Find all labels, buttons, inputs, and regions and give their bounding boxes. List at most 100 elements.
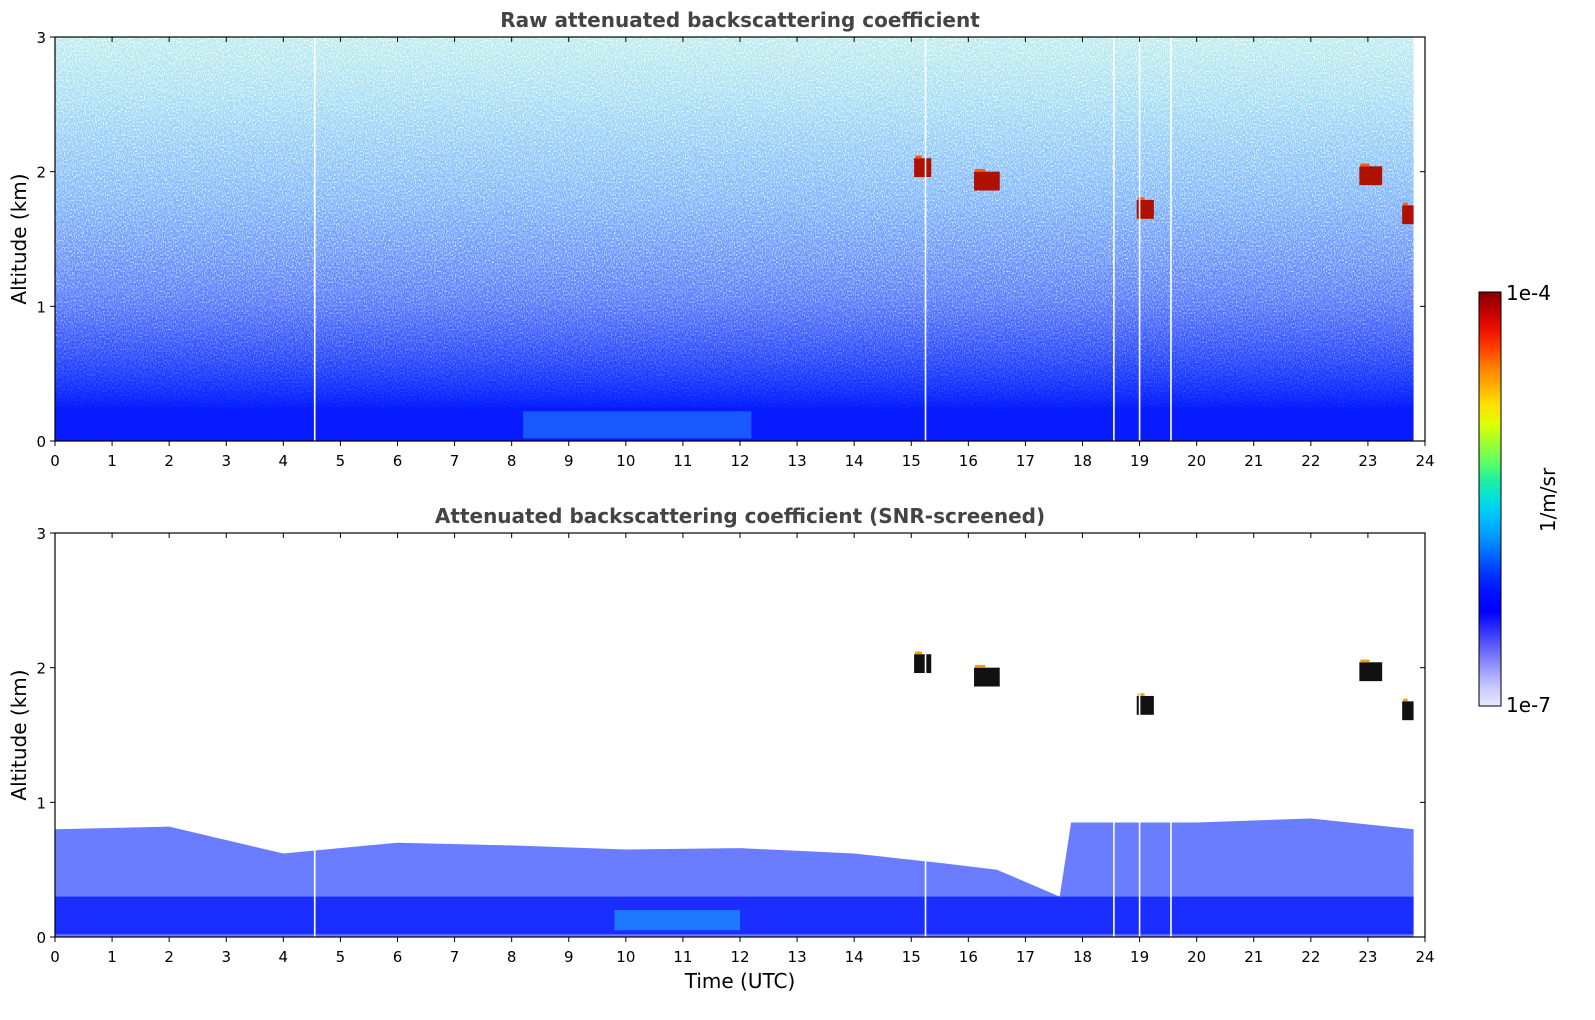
x-tick-label: 10 [616,948,635,966]
panel-screened-heatmap [55,533,1425,937]
y-tick-label: 0 [36,433,46,451]
x-tick-label: 12 [730,948,749,966]
x-tick-label: 10 [616,452,635,470]
cloud-edge [1403,698,1408,702]
x-tick-label: 3 [221,452,231,470]
x-tick-label: 0 [50,948,60,966]
x-tick-label: 18 [1073,452,1092,470]
panel-raw-noise [55,37,1415,441]
x-tick-label: 24 [1415,452,1434,470]
cloud-edge [1137,197,1145,200]
x-tick-label: 3 [221,948,231,966]
x-tick-label: 17 [1016,948,1035,966]
x-tick-label: 7 [450,452,460,470]
panel-screened-title: Attenuated backscattering coefficient (S… [435,504,1045,528]
x-tick-label: 7 [450,948,460,966]
no-data-region [1413,37,1425,441]
y-tick-label: 2 [36,164,46,182]
x-tick-label: 2 [164,948,174,966]
colorbar: 1e-4 1e-7 1/m/sr [1478,281,1560,717]
cloud-feature [1359,662,1383,682]
x-tick-label: 0 [50,452,60,470]
y-tick-label: 1 [36,298,46,316]
x-tick-label: 23 [1358,948,1377,966]
x-tick-label: 23 [1358,452,1377,470]
cloud-edge [1137,693,1145,696]
y-tick-label: 3 [36,525,46,543]
x-tick-label: 5 [336,948,346,966]
x-tick-label: 18 [1073,948,1092,966]
x-tick-label: 9 [564,948,574,966]
cloud-edge [975,664,986,668]
x-tick-label: 21 [1244,452,1263,470]
cloud-feature [1136,199,1154,219]
x-tick-label: 6 [393,948,403,966]
x-tick-label: 5 [336,452,346,470]
x-tick-label: 13 [788,452,807,470]
x-tick-label: 15 [902,452,921,470]
cloud-feature [1359,166,1383,186]
panel-raw-heatmap [55,37,1425,441]
aerosol-layer [523,411,752,439]
x-tick-label: 17 [1016,452,1035,470]
x-tick-label: 8 [507,452,517,470]
cloud-edge [915,651,922,655]
x-tick-label: 22 [1301,452,1320,470]
aerosol-layer [614,910,740,931]
panel-raw-y-axis: 0 1 2 3 [36,29,1425,451]
x-tick-label: 21 [1244,948,1263,966]
y-tick-label: 3 [36,29,46,47]
panel-screened: Attenuated backscattering coefficient (S… [7,504,1435,993]
colorbar-unit-label: 1/m/sr [1536,467,1560,532]
x-tick-label: 14 [845,948,864,966]
x-tick-label: 19 [1130,452,1149,470]
x-tick-label: 11 [673,948,692,966]
x-tick-label: 16 [959,948,978,966]
panel-raw-x-axis: 0 1 2 3 4 5 6 7 8 9 10 11 12 13 14 15 16 17 18 19 20 21 22 23 24 [50,37,1435,470]
x-tick-label: 2 [164,452,174,470]
panel-screened-y-axis-label: Altitude (km) [7,669,31,800]
cloud-feature [1402,701,1414,721]
x-tick-label: 4 [279,452,289,470]
panel-screened-y-axis: 0 1 2 3 [36,525,1425,947]
panel-screened-x-axis: 0 1 2 3 4 5 6 7 8 9 10 11 12 13 14 15 16 17 18 19 20 21 22 23 24 [50,533,1435,966]
colorbar-min-label: 1e-7 [1506,693,1551,717]
x-tick-label: 6 [393,452,403,470]
y-tick-label: 0 [36,929,46,947]
x-tick-label: 1 [107,948,117,966]
x-tick-label: 13 [788,948,807,966]
cloud-edge [1360,163,1370,167]
panel-screened-x-axis-label: Time (UTC) [684,969,796,993]
y-tick-label: 1 [36,794,46,812]
panel-raw-title: Raw attenuated backscattering coefficien… [500,8,980,32]
y-tick-label: 2 [36,660,46,678]
x-tick-label: 1 [107,452,117,470]
cloud-feature [914,654,932,674]
x-tick-label: 14 [845,452,864,470]
cloud-feature [974,667,1000,687]
x-tick-label: 11 [673,452,692,470]
colorbar-gradient [1478,291,1502,707]
x-tick-label: 4 [279,948,289,966]
cloud-feature [914,158,932,178]
colorbar-max-label: 1e-4 [1506,281,1551,305]
x-tick-label: 24 [1415,948,1434,966]
cloud-feature [1136,695,1154,715]
cloud-edge [1360,659,1370,663]
panel-raw-y-axis-label: Altitude (km) [7,173,31,304]
x-tick-label: 15 [902,948,921,966]
x-tick-label: 12 [730,452,749,470]
cloud-feature [1402,205,1414,225]
cloud-feature [974,171,1000,191]
x-tick-label: 9 [564,452,574,470]
x-tick-label: 16 [959,452,978,470]
x-tick-label: 20 [1187,452,1206,470]
x-tick-label: 8 [507,948,517,966]
cloud-edge [975,168,986,172]
cloud-edge [1403,202,1408,206]
x-tick-label: 19 [1130,948,1149,966]
panel-raw: Raw attenuated backscattering coefficien… [7,8,1435,470]
x-tick-label: 20 [1187,948,1206,966]
x-tick-label: 22 [1301,948,1320,966]
